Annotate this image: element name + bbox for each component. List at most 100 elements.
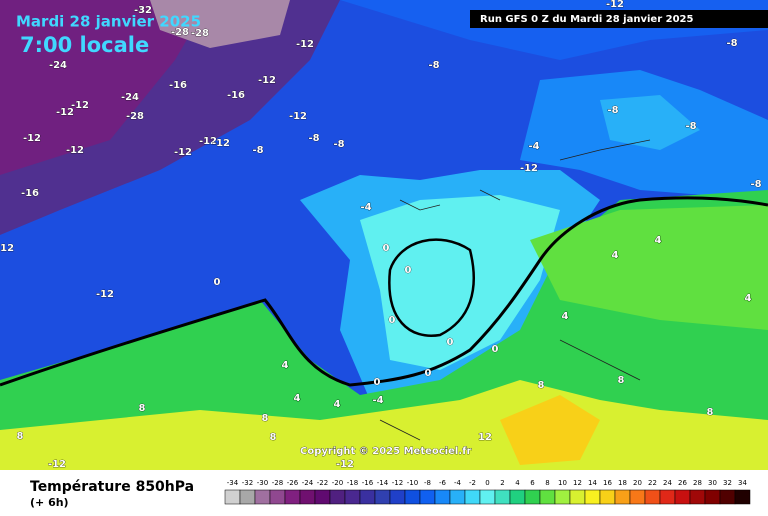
colorbar-label: -30 [257, 479, 268, 487]
contour-label: 8 [139, 403, 146, 414]
colorbar-swatch [674, 489, 691, 505]
colorbar-label: 24 [663, 479, 672, 487]
contour-label: -4 [528, 141, 539, 152]
colorbar-label: 16 [603, 479, 612, 487]
colorbar-label: -32 [242, 479, 253, 487]
contour-label: -8 [607, 105, 618, 116]
colorbar-swatch [659, 489, 676, 505]
contour-label: 0 [492, 344, 499, 355]
colorbar-swatch [374, 489, 391, 505]
contour-label: -24 [121, 92, 139, 103]
colorbar-label: -2 [469, 479, 476, 487]
contour-label: -12 [71, 100, 89, 111]
colorbar-label: 8 [545, 479, 549, 487]
colorbar-swatch [494, 489, 511, 505]
contour-label: 4 [334, 399, 341, 410]
colorbar-label: -10 [407, 479, 418, 487]
colorbar-label: 30 [708, 479, 717, 487]
contour-label: -28 [171, 27, 189, 38]
colorbar-swatch [254, 489, 271, 505]
colorbar-swatch [329, 489, 346, 505]
contour-label: -12 [0, 243, 14, 254]
colorbar-swatch [299, 489, 316, 505]
contour-label: 8 [262, 413, 269, 424]
colorbar-swatch [524, 489, 541, 505]
colorbar-label: 18 [618, 479, 627, 487]
contour-label: -8 [685, 121, 696, 132]
copyright: Copyright © 2025 Meteociel.fr [300, 446, 471, 457]
map-time: 7:00 locale [20, 33, 149, 57]
colorbar-swatch [599, 489, 616, 505]
colorbar-label: -4 [454, 479, 462, 487]
colorbar-swatch [359, 489, 376, 505]
contour-label: -8 [750, 179, 761, 190]
colorbar-label: 22 [648, 479, 657, 487]
contour-label: 0 [405, 265, 412, 276]
colorbar-label: -14 [377, 479, 389, 487]
colorbar-swatch [269, 489, 286, 505]
contour-label: 0 [447, 337, 454, 348]
contour-label: 8 [618, 375, 625, 386]
colorbar-swatch [419, 489, 436, 505]
colorbar-label: -28 [272, 479, 283, 487]
contour-label: -12 [520, 163, 538, 174]
contour-label: 0 [389, 315, 396, 326]
colorbar-label: -12 [392, 479, 403, 487]
colorbar-swatch [434, 489, 451, 505]
colorbar-label: 0 [485, 479, 489, 487]
contour-label: 0 [214, 277, 221, 288]
colorbar-swatch [284, 489, 301, 505]
colorbar-label: -26 [287, 479, 299, 487]
colorbar-label: -18 [347, 479, 358, 487]
colorbar-swatch [734, 489, 751, 505]
contour-label: 12 [478, 432, 492, 443]
colorbar-swatch [569, 489, 586, 505]
contour-label: -16 [169, 80, 187, 91]
colorbar: -34 -32 -30 -28 -26 -24 -22 -20 -18 -16 -14 -12 -10-… [224, 479, 751, 505]
colorbar-swatch [464, 489, 481, 505]
contour-label: -12 [23, 133, 41, 144]
run-banner [470, 10, 768, 28]
colorbar-swatch [479, 489, 496, 505]
contour-label: -12 [296, 39, 314, 50]
colorbar-label: 14 [588, 479, 597, 487]
contour-label: 0 [374, 377, 381, 388]
colorbar-swatch [629, 489, 646, 505]
contour-label: 0 [425, 368, 432, 379]
contour-label: 8 [538, 380, 545, 391]
colorbar-swatch [614, 489, 631, 505]
contour-label: -12 [48, 459, 66, 470]
contour-label: -12 [199, 136, 217, 147]
contour-label: -12 [258, 75, 276, 86]
contour-label: -12 [96, 289, 114, 300]
contour-label: -16 [227, 90, 245, 101]
contour-label: -8 [308, 133, 319, 144]
contour-label: -12 [336, 459, 354, 470]
contour-label: -4 [372, 395, 383, 406]
map-title: Mardi 28 janvier 2025 [16, 13, 201, 31]
colorbar-swatch [449, 489, 466, 505]
contour-label: -32 [134, 5, 152, 16]
colorbar-label: 34 [738, 479, 747, 487]
contour-label: 4 [612, 250, 619, 261]
legend-lead: (+ 6h) [30, 496, 69, 509]
colorbar-swatch [314, 489, 331, 505]
colorbar-swatch [509, 489, 526, 505]
colorbar-label: 26 [678, 479, 687, 487]
colorbar-swatch [584, 489, 601, 505]
colorbar-label: -34 [227, 479, 239, 487]
colorbar-swatch [224, 489, 241, 505]
colorbar-label: -24 [302, 479, 314, 487]
colorbar-swatch [689, 489, 706, 505]
contour-label: 8 [707, 407, 714, 418]
colorbar-swatch [704, 489, 721, 505]
contour-label: -8 [726, 38, 737, 49]
map-background [0, 0, 768, 470]
colorbar-label: 4 [515, 479, 520, 487]
run-info: Run GFS 0 Z du Mardi 28 janvier 2025 [480, 14, 693, 25]
legend-title: Température 850hPa [30, 479, 194, 495]
colorbar-swatch [344, 489, 361, 505]
contour-label: 0 [383, 243, 390, 254]
contour-label: -12 [606, 0, 624, 10]
colorbar-swatch [239, 489, 256, 505]
